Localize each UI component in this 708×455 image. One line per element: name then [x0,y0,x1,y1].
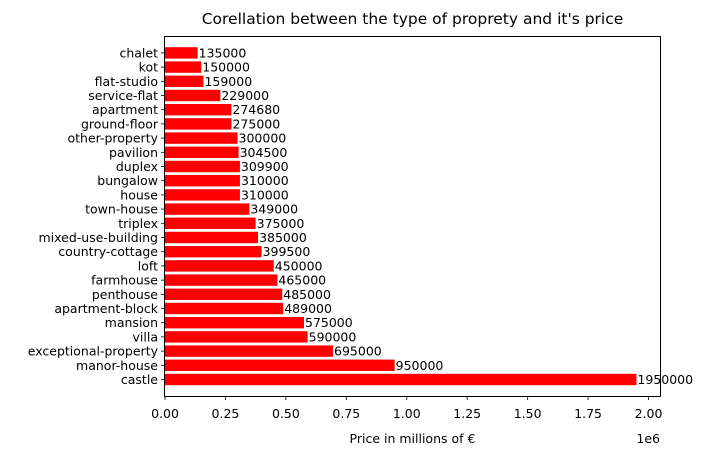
y-tick-label: manor-house [76,358,158,373]
y-tick-label: exceptional-property [28,344,159,359]
bar-value-label: 135000 [199,45,247,60]
y-tick-label: apartment [92,102,158,117]
bar-villa [165,331,308,343]
bar-flat-studio [165,75,204,87]
y-tick-label: duplex [116,159,158,174]
x-tick-label: 0.25 [212,406,240,421]
y-tick-label: castle [121,372,158,387]
bar-duplex [165,160,240,173]
y-tick-label: mixed-use-building [38,230,158,245]
bar-apartment-block [165,302,284,315]
bar-value-label: 300000 [239,131,287,146]
bar-value-label: 1950000 [637,372,693,387]
bar-mixed-use-building [165,231,259,244]
bar-value-label: 575000 [305,315,353,330]
bar-value-label: 150000 [202,60,250,75]
y-tick-label: villa [133,329,158,344]
bar-value-label: 229000 [221,88,269,103]
bar-value-label: 375000 [257,216,305,231]
bar-house [165,189,240,201]
y-tick-label: other-property [67,131,158,146]
x-tick-label: 2.00 [635,406,663,421]
x-axis-offset-label: 1e6 [636,431,660,446]
y-tick-label: apartment-block [54,301,158,316]
bar-value-label: 485000 [283,287,331,302]
y-tick-label: farmhouse [91,273,158,288]
bar-value-label: 399500 [263,244,311,259]
bar-value-label: 310000 [241,173,289,188]
bar-exceptional-property [165,345,334,357]
bar-castle [165,373,637,386]
bar-other-property [165,132,238,144]
bar-apartment [165,104,232,116]
y-tick-label: kot [139,60,158,75]
x-tick-label: 0.50 [272,406,300,421]
bar-value-label: 349000 [250,202,298,217]
bar-value-label: 695000 [334,344,382,359]
y-tick-label: triplex [118,216,158,231]
bar-country-cottage [165,246,262,258]
x-tick-label: 1.75 [574,406,602,421]
bar-value-label: 310000 [241,187,289,202]
y-tick-label: house [120,187,158,202]
bar-value-label: 274680 [232,102,280,117]
bar-penthouse [165,288,283,300]
bar-value-label: 275000 [232,116,280,131]
x-tick-label: 1.50 [514,406,542,421]
bar-loft [165,260,274,272]
bar-value-label: 159000 [204,74,252,89]
y-tick-label: mansion [105,315,158,330]
x-tick-label: 1.25 [453,406,481,421]
bar-ground-floor [165,118,232,130]
bar-manor-house [165,359,395,371]
bar-town-house [165,203,250,215]
chart-title: Corellation between the type of proprety… [202,10,624,28]
x-tick-label: 0.00 [151,406,179,421]
y-tick-label: loft [138,258,158,273]
bar-service-flat [165,89,221,102]
bar-kot [165,61,202,73]
x-tick-label: 0.75 [332,406,360,421]
bar-value-label: 304500 [240,145,288,160]
bar-triplex [165,217,256,229]
bar-chalet [165,47,198,59]
y-tick-label: penthouse [92,287,158,302]
bar-mansion [165,317,305,329]
y-tick-label: service-flat [88,88,158,103]
bar-value-label: 385000 [259,230,307,245]
y-tick-label: country-cottage [58,244,158,259]
bar-value-label: 465000 [278,273,326,288]
y-tick-label: flat-studio [95,74,158,89]
plot-frame [164,36,661,397]
x-axis-label: Price in millions of € [350,431,476,446]
bar-farmhouse [165,274,278,286]
y-tick-label: ground-floor [81,116,159,131]
bar-value-label: 950000 [396,358,444,373]
y-tick-label: pavilion [109,145,158,160]
bar-value-label: 450000 [275,258,323,273]
bar-bungalow [165,175,240,187]
x-tick-label: 1.00 [393,406,421,421]
y-tick-label: town-house [85,202,158,217]
bar-pavilion [165,146,239,158]
bar-value-label: 489000 [284,301,332,316]
bar-value-label: 590000 [309,329,357,344]
y-tick-label: chalet [119,45,158,60]
bar-value-label: 309900 [241,159,289,174]
y-tick-label: bungalow [97,173,158,188]
